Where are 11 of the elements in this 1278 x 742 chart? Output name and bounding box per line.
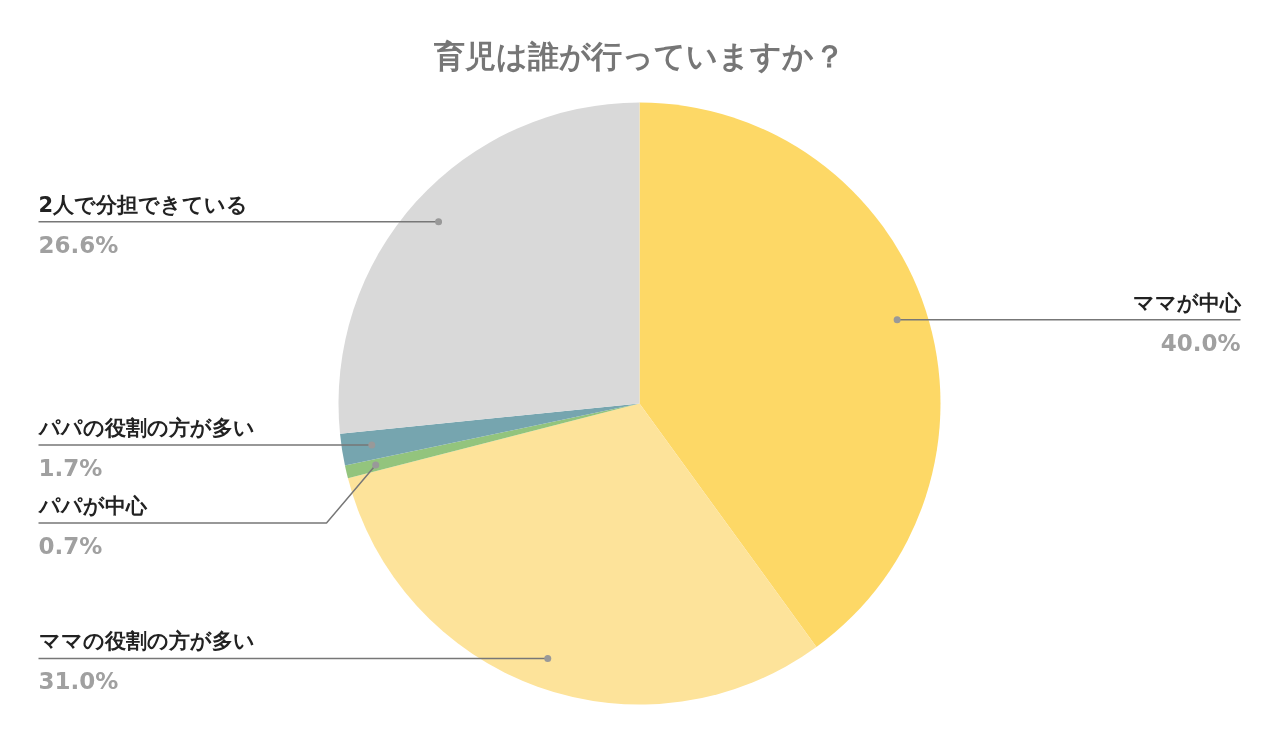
chart-title: 育児は誰が行っていますか？ [433, 37, 845, 74]
slice-label: ママの役割の方が多い [38, 629, 255, 654]
data-label: 31.0% [38, 668, 119, 695]
slice-label: パパの役割の方が多い [37, 416, 255, 441]
slice-label: ママが中心 [1132, 290, 1242, 315]
data-label: 40.0% [1160, 329, 1241, 356]
data-label: 0.7% [38, 533, 103, 560]
data-label: 1.7% [38, 455, 103, 482]
slice-label: 2人で分担できている [38, 192, 249, 217]
data-label: 26.6% [38, 231, 119, 258]
slice-label: パパが中心 [37, 494, 148, 519]
